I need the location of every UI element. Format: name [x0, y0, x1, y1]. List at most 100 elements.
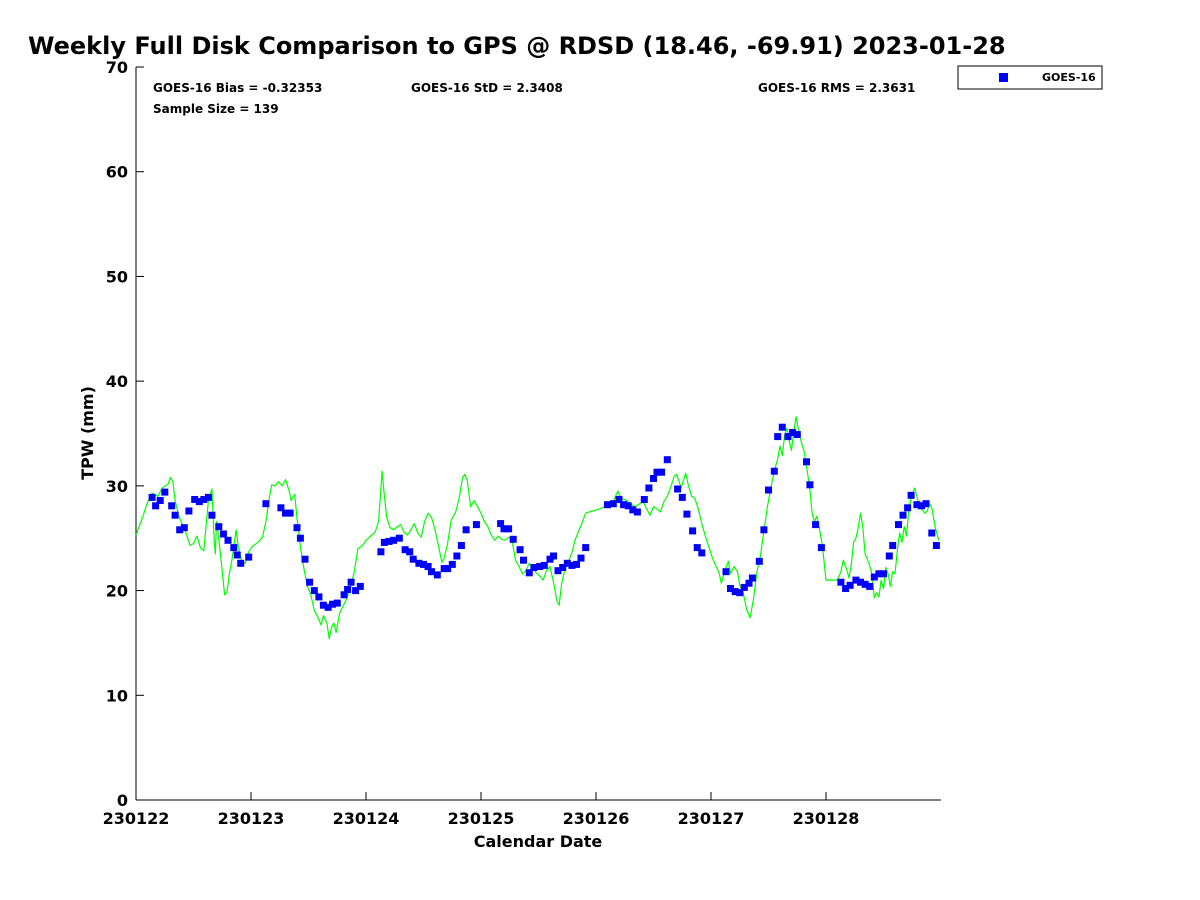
goes-16-point: [401, 546, 409, 554]
goes-16-point: [842, 585, 850, 592]
goes-16-point: [817, 544, 825, 552]
goes-16-point: [301, 555, 309, 563]
y-tick-label: 10: [106, 686, 128, 705]
goes-16-point: [509, 535, 517, 543]
goes-16-point: [282, 509, 289, 517]
goes-16-point: [880, 570, 887, 578]
goes-16-point: [385, 537, 393, 545]
goes-16-point: [852, 576, 860, 584]
goes-16-point: [774, 433, 782, 441]
goes-16-point: [219, 530, 227, 538]
goes-16-point: [727, 585, 734, 592]
goes-16-point: [932, 542, 940, 549]
std-stat: GOES-16 StD = 2.3408: [411, 81, 563, 95]
legend-label-goes-16: GOES-16: [1042, 71, 1096, 84]
goes-16-point: [770, 467, 778, 475]
goes-16-point: [377, 548, 385, 556]
goes-16-point: [689, 527, 697, 535]
goes-16-point: [344, 586, 352, 593]
goes-16-point: [789, 429, 797, 436]
goes-16-point: [857, 578, 864, 586]
x-tick-label: 230127: [678, 809, 745, 828]
x-tick-label: 230128: [793, 809, 860, 828]
goes-16-point: [904, 504, 912, 512]
goes-16-point: [148, 493, 156, 501]
goes-16-point: [230, 544, 238, 552]
legend-box: [957, 65, 1103, 90]
goes-16-point: [663, 456, 671, 464]
goes-16-point: [424, 563, 432, 570]
goes-16-point: [640, 496, 648, 503]
goes-16-series: [148, 423, 940, 611]
goes-16-point: [433, 571, 441, 579]
goes-16-point: [812, 521, 820, 529]
goes-16-point: [765, 486, 772, 494]
y-tick-label: 0: [117, 791, 128, 810]
goes-16-point: [615, 496, 623, 503]
goes-16-point: [208, 511, 216, 519]
goes-16-point: [195, 498, 203, 506]
goes-16-point: [245, 553, 253, 561]
goes-16-point: [645, 484, 653, 492]
x-tick-label: 230125: [448, 809, 515, 828]
gps-line: [135, 416, 940, 640]
goes-16-point: [156, 497, 164, 504]
goes-16-point: [899, 511, 907, 519]
goes-16-point: [171, 511, 179, 519]
goes-16-point: [629, 506, 637, 514]
plot-frame: [135, 67, 941, 801]
x-tick-label: 230126: [563, 809, 630, 828]
goes-16-point: [875, 570, 883, 578]
goes-16-point: [731, 588, 739, 596]
goes-16-point: [650, 475, 657, 482]
goes-16-point: [678, 493, 686, 501]
goes-16-point: [563, 559, 571, 567]
goes-16-point: [793, 431, 801, 438]
goes-16-point: [806, 481, 814, 489]
gps-series: [135, 416, 940, 640]
goes-16-point: [683, 510, 691, 518]
goes-16-point: [568, 561, 576, 569]
goes-16-point: [319, 601, 327, 609]
goes-16-point: [803, 458, 810, 466]
x-tick-label: 230122: [103, 809, 170, 828]
goes-16-point: [525, 569, 533, 577]
goes-16-point: [237, 559, 245, 567]
goes-16-point: [505, 525, 513, 533]
goes-16-point: [185, 507, 193, 515]
goes-16-point: [262, 500, 270, 508]
goes-16-point: [895, 521, 902, 529]
goes-16-point: [778, 423, 786, 431]
goes-16-point: [415, 559, 423, 567]
goes-16-point: [457, 542, 465, 549]
goes-16-point: [395, 534, 403, 542]
goes-16-point: [907, 491, 915, 499]
goes-16-point: [674, 485, 682, 493]
goes-16-point: [740, 583, 748, 591]
goes-16-point: [536, 563, 544, 570]
goes-16-point: [520, 556, 527, 564]
goes-16-point: [286, 509, 294, 517]
goes-16-point: [347, 578, 355, 586]
goes-16-point: [889, 542, 897, 549]
goes-16-point: [180, 524, 188, 532]
y-tick-label: 50: [106, 267, 128, 286]
legend: GOES-16: [957, 65, 1103, 90]
goes-16-point: [928, 529, 936, 537]
goes-16-point: [152, 502, 160, 510]
goes-16-point: [633, 508, 641, 516]
goes-16-point: [293, 524, 301, 532]
goes-16-point: [409, 555, 417, 563]
goes-16-point: [462, 526, 470, 534]
goes-16-point: [866, 582, 874, 590]
chart-title: Weekly Full Disk Comparison to GPS @ RDS…: [28, 32, 1006, 60]
goes-16-point: [191, 496, 199, 503]
goes-16-point: [609, 500, 617, 508]
bias-stat: GOES-16 Bias = -0.32353: [153, 81, 322, 95]
goes-16-point: [693, 544, 701, 552]
y-tick-label: 20: [106, 582, 128, 601]
goes-16-point: [530, 564, 538, 571]
goes-16-point: [233, 551, 241, 559]
goes-16-point: [885, 552, 893, 560]
goes-16-point: [420, 560, 427, 568]
